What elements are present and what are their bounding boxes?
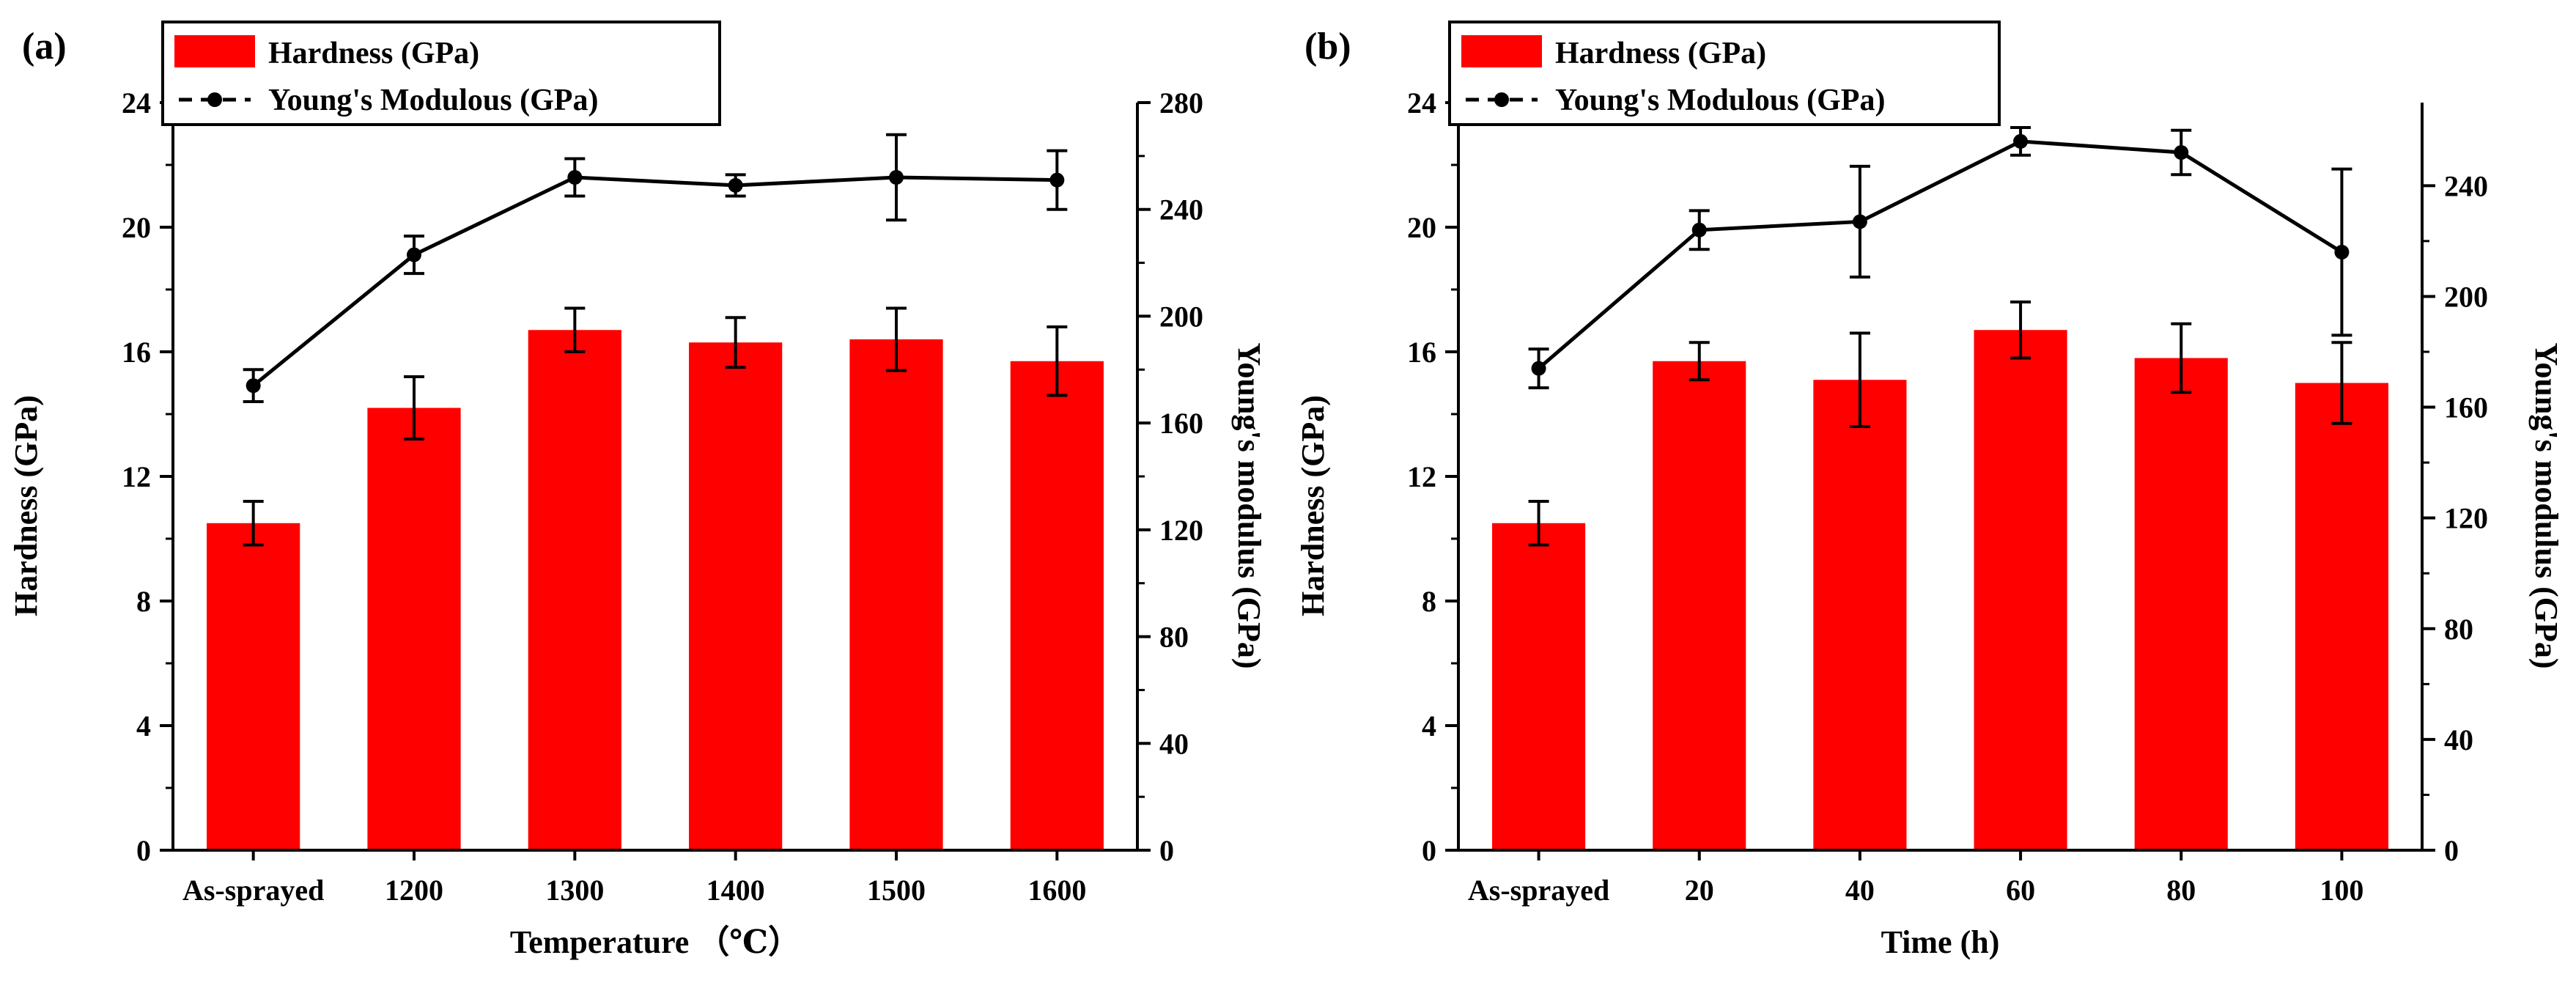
hardness-error-bar <box>1849 331 1870 428</box>
hardness-error-bar <box>1689 341 1710 382</box>
right-tick-label: 0 <box>1159 834 1174 867</box>
right-tick-label: 0 <box>2444 834 2459 867</box>
left-tick-label: 24 <box>122 86 151 119</box>
modulus-point-40 <box>1852 214 1867 229</box>
modulus-point-As-sprayed <box>246 378 261 394</box>
y2-axis-title: Young's modulus (GPa) <box>2528 342 2564 668</box>
modulus-line <box>252 175 1058 388</box>
modulus-line <box>1537 139 2343 370</box>
left-tick-label: 4 <box>1422 709 1436 742</box>
modulus-point-60 <box>2013 133 2029 149</box>
x-tick-label: As-sprayed <box>1468 874 1609 907</box>
modulus-point-As-sprayed <box>1531 361 1546 376</box>
panel-label: (b) <box>1304 26 1351 67</box>
hardness-error-bar <box>2010 301 2031 360</box>
right-tick-label: 200 <box>2444 280 2488 313</box>
right-tick-label: 40 <box>1159 727 1189 760</box>
hardness-error-bar <box>725 316 746 369</box>
x-tick-label: 1200 <box>385 874 443 907</box>
left-tick-label: 8 <box>1422 585 1436 618</box>
right-tick-label: 120 <box>2444 502 2488 535</box>
modulus-point-20 <box>1691 222 1707 237</box>
modulus-point-1500 <box>889 170 904 185</box>
x-tick-label: As-sprayed <box>182 874 324 907</box>
left-tick-label: 16 <box>122 336 151 369</box>
left-tick-label: 16 <box>1407 336 1436 369</box>
right-tick-label: 160 <box>1159 407 1203 440</box>
x-tick-label: 1400 <box>706 874 765 907</box>
hardness-error-bar <box>404 375 424 440</box>
x-tick-label: 100 <box>2319 874 2363 907</box>
y-axis-title: Hardness (GPa) <box>1295 395 1331 616</box>
modulus-point-1200 <box>407 247 421 262</box>
hardness-bar-80 <box>2134 358 2228 850</box>
hardness-bar-100 <box>2295 383 2388 850</box>
y2-axis-title: Young's modulus (GPa) <box>1231 342 1267 668</box>
hardness-bar-60 <box>1974 330 2067 850</box>
right-tick-label: 80 <box>2444 613 2473 646</box>
right-tick-label: 120 <box>1159 514 1203 547</box>
x-tick-label: 1300 <box>545 874 604 907</box>
modulus-point-80 <box>2174 145 2189 160</box>
hardness-bar-20 <box>1653 361 1746 850</box>
left-tick-label: 12 <box>122 460 151 493</box>
legend-bar-swatch <box>1461 35 1542 67</box>
hardness-bar-1200 <box>367 408 461 850</box>
hardness-bar-1500 <box>849 339 943 850</box>
modulus-point-100 <box>2334 245 2350 259</box>
hardness-bar-As-sprayed <box>207 523 300 850</box>
left-tick-label: 20 <box>1407 211 1436 244</box>
left-tick-label: 0 <box>136 834 151 867</box>
panel-a: 0481216202404080120160200240280As-spraye… <box>8 21 1267 960</box>
right-tick-label: 40 <box>2444 723 2473 756</box>
x-axis-title: Time (h) <box>1881 924 2000 960</box>
x-tick-label: 60 <box>2006 874 2035 907</box>
legend-line-marker <box>1494 92 1509 107</box>
right-tick-label: 200 <box>1159 300 1203 333</box>
x-tick-label: 1600 <box>1027 874 1086 907</box>
hardness-bar-1600 <box>1010 361 1104 850</box>
right-tick-label: 80 <box>1159 621 1189 654</box>
right-tick-label: 280 <box>1159 86 1203 119</box>
hardness-error-bar <box>2171 322 2192 394</box>
right-tick-label: 240 <box>2444 169 2488 202</box>
left-tick-label: 24 <box>1407 86 1436 119</box>
left-tick-label: 8 <box>136 585 151 618</box>
x-tick-label: 80 <box>2166 874 2196 907</box>
left-tick-label: 12 <box>1407 460 1436 493</box>
hardness-error-bar <box>1528 500 1549 547</box>
hardness-bar-1300 <box>528 330 621 850</box>
x-tick-label: 20 <box>1685 874 1714 907</box>
hardness-error-bar <box>2331 341 2352 425</box>
legend-bar-label: Hardness (GPa) <box>268 37 479 70</box>
legend-box <box>161 21 721 126</box>
hardness-bar-As-sprayed <box>1492 523 1586 850</box>
hardness-bar-40 <box>1813 380 1907 850</box>
left-tick-label: 0 <box>1422 834 1436 867</box>
modulus-point-1600 <box>1049 172 1065 188</box>
left-tick-label: 20 <box>122 211 151 244</box>
hardness-error-bar <box>243 500 264 547</box>
hardness-bar-1400 <box>689 342 783 850</box>
legend-line-marker <box>207 92 222 107</box>
legend-line-label: Young's Modulous (GPa) <box>268 84 598 117</box>
hardness-error-bar <box>564 306 586 353</box>
modulus-point-1400 <box>728 177 743 193</box>
x-tick-label: 40 <box>1845 874 1875 907</box>
hardness-error-bar <box>1047 325 1068 397</box>
x-tick-label: 1500 <box>867 874 926 907</box>
panel-label: (a) <box>22 26 67 67</box>
legend-bar-swatch <box>174 35 255 67</box>
x-axis-title: Temperature （℃） <box>510 924 800 960</box>
modulus-point-1300 <box>567 170 583 185</box>
right-tick-label: 240 <box>1159 193 1203 226</box>
y-axis-title: Hardness (GPa) <box>8 395 44 616</box>
legend-line-label: Young's Modulous (GPa) <box>1555 84 1885 117</box>
left-tick-label: 4 <box>136 709 151 742</box>
right-tick-label: 160 <box>2444 391 2488 424</box>
hardness-error-bar <box>886 306 907 372</box>
legend-bar-label: Hardness (GPa) <box>1555 37 1766 70</box>
